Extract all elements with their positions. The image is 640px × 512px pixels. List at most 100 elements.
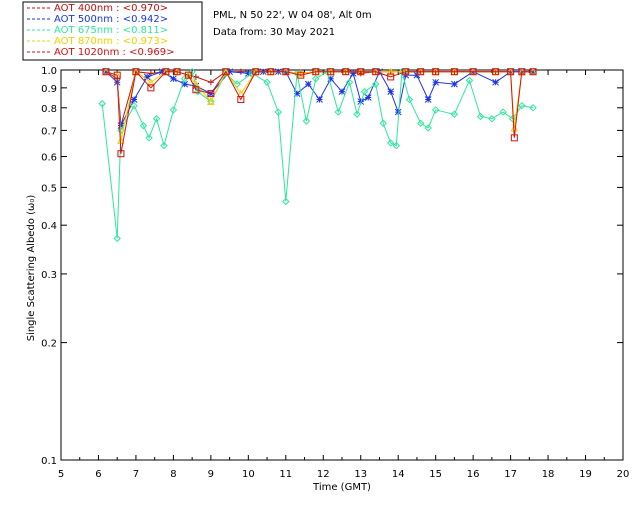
diamond-marker	[508, 115, 517, 123]
diamond-marker	[372, 80, 380, 88]
y-tick-label: 0.5	[41, 183, 57, 194]
square-marker	[529, 68, 537, 76]
x-tick-label: 17	[504, 469, 517, 480]
square-marker	[267, 68, 275, 76]
legend-entry: AOT 400nm : <0.970>	[54, 3, 168, 14]
asterisk-marker	[158, 68, 166, 76]
legend-entry: AOT 870nm : <0.973>	[54, 36, 168, 47]
square-marker	[492, 68, 500, 76]
asterisk-marker	[424, 96, 432, 103]
asterisk-marker	[432, 78, 440, 86]
diamond-marker	[386, 139, 395, 147]
square-marker	[192, 86, 200, 94]
square-marker	[518, 68, 526, 76]
diamond-marker	[98, 99, 106, 108]
asterisk-marker	[244, 70, 252, 77]
diamond-marker	[233, 80, 241, 88]
x-tick-label: 6	[95, 469, 101, 480]
asterisk-marker	[387, 88, 395, 96]
asterisk-marker	[492, 78, 499, 86]
x-tick-label: 7	[133, 469, 139, 480]
square-marker	[432, 68, 440, 76]
diamond-marker	[360, 87, 369, 96]
diamond-marker	[282, 197, 290, 206]
square-marker	[402, 68, 410, 76]
asterisk-marker	[349, 70, 357, 77]
x-tick-label: 16	[467, 469, 480, 480]
y-tick-label: 0.2	[41, 339, 57, 350]
diamond-marker	[169, 106, 178, 114]
date-label: Data from: 30 May 2021	[213, 27, 335, 38]
x-tick-label: 13	[354, 469, 367, 480]
diamond-marker	[431, 106, 440, 114]
square-marker	[417, 68, 425, 76]
square-marker	[132, 68, 140, 76]
diamond-marker	[139, 121, 148, 130]
asterisk-marker	[327, 75, 335, 83]
square-marker	[222, 68, 230, 76]
square-marker	[173, 68, 181, 76]
diamond-marker	[145, 134, 153, 142]
diamond-marker	[424, 124, 432, 132]
diamond-marker	[188, 67, 196, 76]
diamond-marker	[302, 117, 311, 125]
plus-marker	[237, 68, 244, 75]
diamond-marker	[392, 141, 401, 150]
triangle-marker	[207, 97, 215, 106]
diamond-marker	[476, 112, 485, 121]
square-marker	[312, 68, 320, 76]
triangle-marker	[296, 69, 305, 77]
legend-entry: AOT 500nm : <0.942>	[54, 14, 168, 25]
diamond-marker	[379, 119, 387, 128]
square-marker	[162, 68, 170, 76]
square-marker	[342, 68, 350, 76]
diamond-marker	[465, 76, 474, 85]
diamond-marker	[160, 141, 168, 150]
square-marker	[237, 96, 245, 104]
asterisk-marker	[293, 90, 301, 97]
series-line	[105, 70, 534, 128]
square-marker	[327, 68, 335, 76]
legend-box	[22, 1, 203, 61]
square-marker	[147, 84, 155, 92]
series-1	[102, 68, 537, 129]
legend-entry: AOT 675nm : <0.811>	[54, 25, 168, 36]
asterisk-marker	[170, 75, 177, 83]
legend-entry: AOT 1020nm : <0.969>	[54, 47, 174, 58]
asterisk-marker	[226, 68, 233, 76]
diamond-marker	[323, 67, 331, 76]
square-marker	[357, 68, 365, 76]
x-tick-label: 14	[392, 469, 405, 480]
series-4	[102, 68, 537, 158]
asterisk-marker	[102, 68, 110, 76]
diamond-marker	[152, 115, 161, 123]
y-tick-label: 0.1	[41, 456, 57, 467]
diamond-marker	[353, 110, 361, 118]
triangle-marker	[386, 67, 395, 76]
x-tick-label: 9	[208, 469, 214, 480]
diamond-marker	[334, 108, 342, 116]
diamond-marker	[130, 101, 138, 110]
diamond-marker	[450, 110, 459, 118]
square-marker	[507, 68, 515, 76]
diamond-marker	[274, 108, 283, 116]
x-tick-label: 8	[170, 469, 176, 480]
y-axis-title: Single Scattering Albedo (ω₀)	[26, 195, 37, 342]
series-layer	[98, 67, 537, 243]
square-marker	[117, 150, 125, 158]
diamond-marker	[113, 234, 121, 243]
diamond-marker	[345, 78, 354, 86]
asterisk-marker	[304, 80, 312, 88]
diamond-marker	[488, 115, 496, 123]
x-tick-label: 12	[317, 469, 330, 480]
y-tick-label: 0.8	[41, 104, 57, 115]
diamond-marker	[499, 108, 507, 116]
legend: AOT 400nm : <0.970>AOT 500nm : <0.942>AO…	[27, 3, 174, 58]
asterisk-marker	[451, 80, 458, 88]
y-tick-label: 1.0	[41, 66, 57, 77]
y-tick-label: 0.9	[41, 84, 57, 95]
square-marker	[113, 71, 121, 79]
y-tick-label: 0.7	[41, 126, 57, 137]
asterisk-marker	[338, 88, 346, 96]
